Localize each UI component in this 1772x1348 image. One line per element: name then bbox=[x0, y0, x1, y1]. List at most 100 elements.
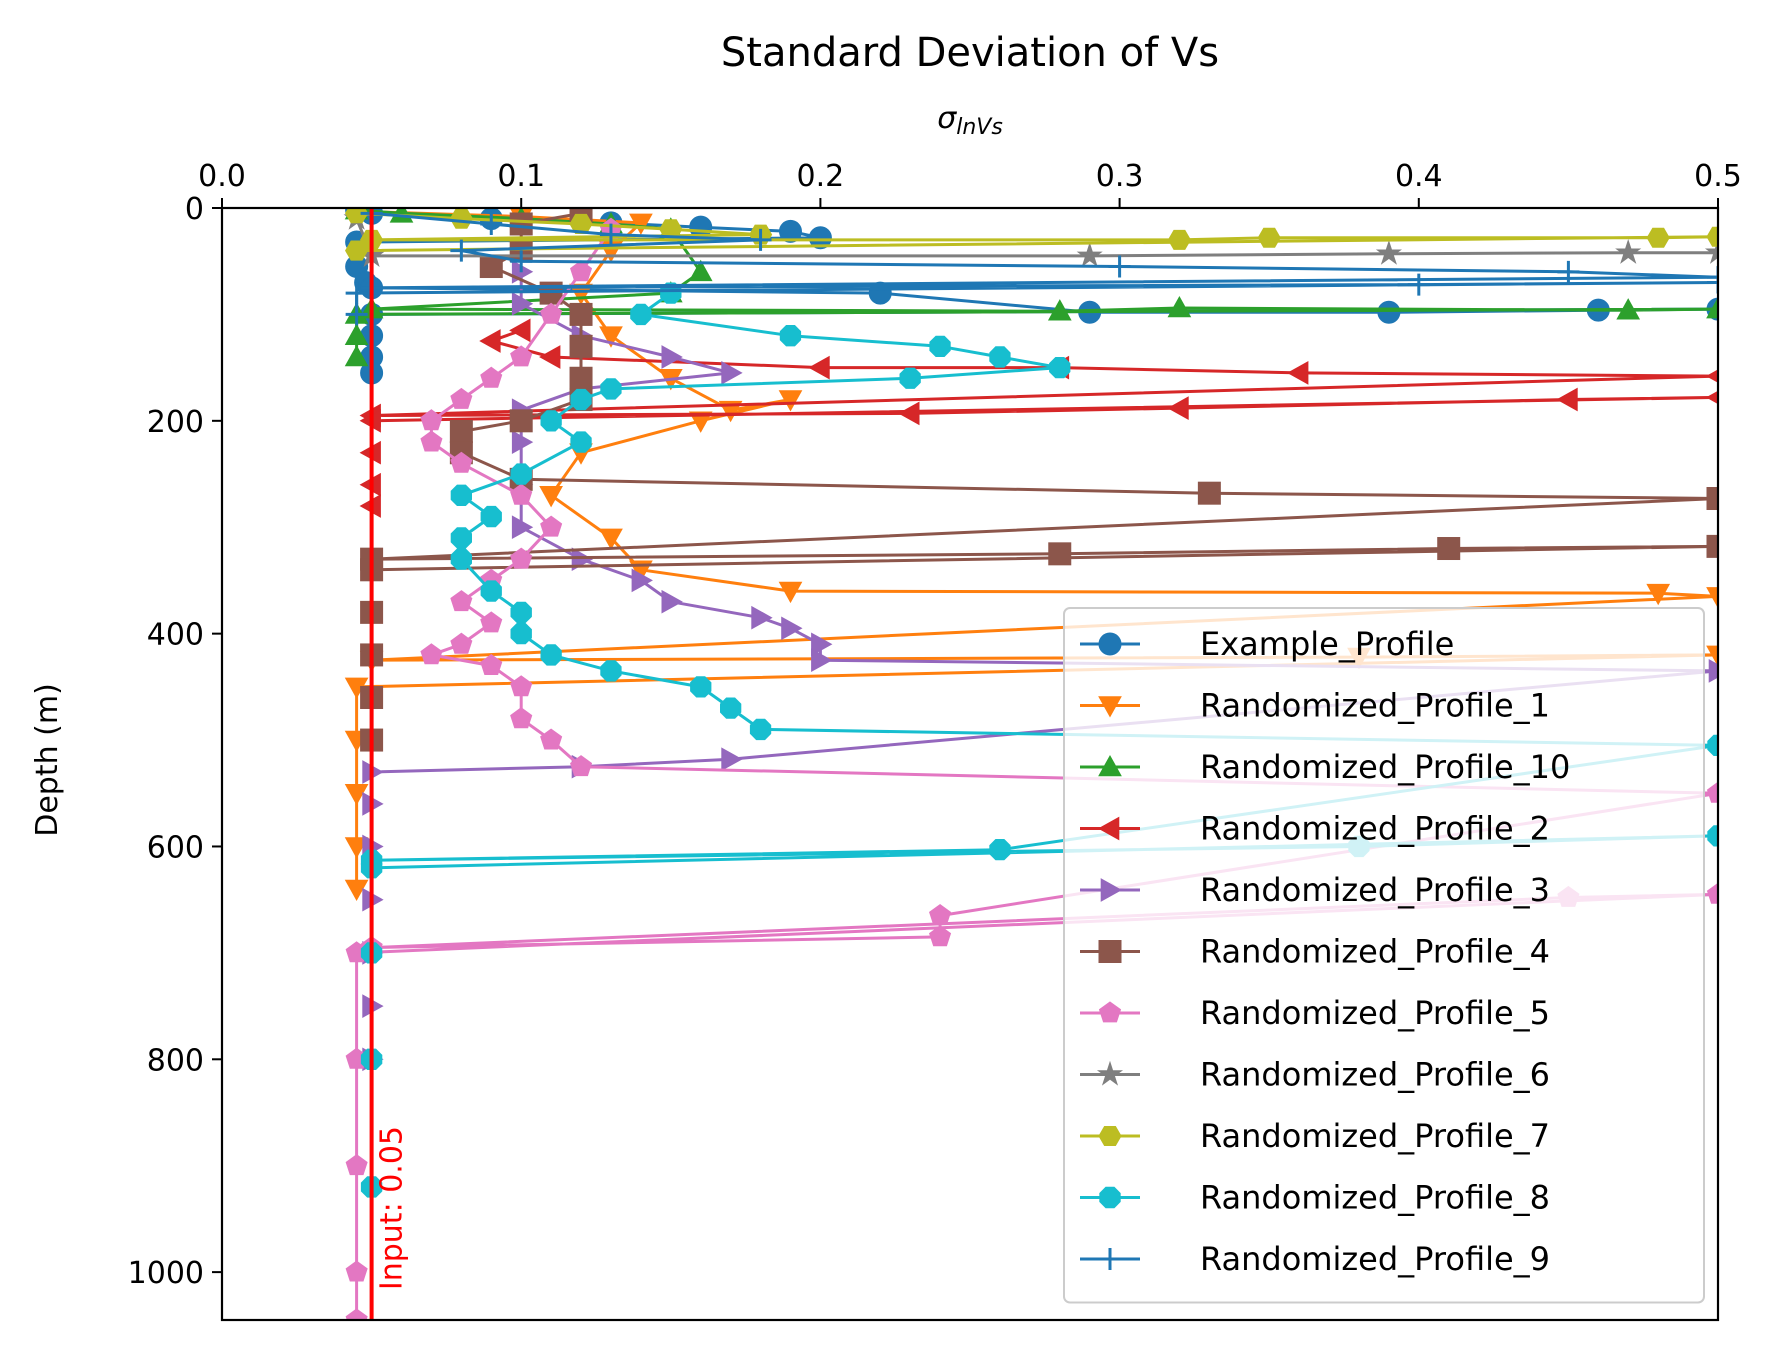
data-point bbox=[929, 925, 952, 947]
data-point bbox=[420, 643, 443, 665]
data-point bbox=[509, 318, 531, 343]
data-point bbox=[449, 208, 473, 229]
legend-label: Randomized_Profile_1 bbox=[1200, 687, 1550, 725]
data-point bbox=[929, 335, 951, 357]
data-point bbox=[1100, 878, 1123, 902]
data-point bbox=[1167, 229, 1191, 250]
y-tick-label: 800 bbox=[147, 1043, 204, 1078]
legend-item: Randomized_Profile_3 bbox=[1080, 871, 1550, 909]
data-point bbox=[811, 632, 833, 657]
data-point bbox=[661, 345, 683, 369]
data-point bbox=[1616, 298, 1641, 320]
y-tick-label: 0 bbox=[185, 192, 204, 227]
x-tick-label: 0.0 bbox=[198, 159, 246, 194]
data-point bbox=[989, 346, 1011, 368]
data-point bbox=[539, 486, 563, 508]
data-point bbox=[659, 219, 683, 240]
y-ticks: 0 200 400 600 800 1000 bbox=[128, 192, 222, 1291]
data-point bbox=[345, 303, 368, 326]
data-point bbox=[510, 601, 532, 623]
reference-line-label: Input: 0.05 bbox=[375, 1126, 410, 1290]
data-point bbox=[688, 259, 713, 282]
data-point bbox=[1615, 238, 1642, 264]
data-point bbox=[510, 623, 532, 645]
data-point bbox=[1098, 632, 1122, 656]
data-point bbox=[569, 334, 593, 358]
x-tick-label: 0.3 bbox=[1096, 159, 1144, 194]
x-axis-label-subscript: lnVs bbox=[956, 115, 1003, 140]
data-point bbox=[1108, 255, 1131, 278]
data-point bbox=[1257, 227, 1281, 248]
data-point bbox=[540, 410, 562, 432]
data-point bbox=[1707, 825, 1718, 847]
legend-label: Randomized_Profile_4 bbox=[1200, 933, 1550, 971]
data-point bbox=[344, 837, 369, 859]
data-point bbox=[570, 755, 593, 777]
x-ticks: 0.0 0.1 0.2 0.3 0.4 0.5 bbox=[198, 159, 1742, 208]
data-point bbox=[570, 260, 593, 282]
data-point bbox=[480, 212, 503, 235]
data-point bbox=[631, 568, 653, 593]
x-tick-label: 0.2 bbox=[797, 159, 845, 194]
chart-title: Standard Deviation of Vs bbox=[721, 30, 1219, 76]
data-point bbox=[778, 581, 803, 604]
data-point bbox=[1098, 1001, 1122, 1023]
data-point bbox=[721, 361, 743, 385]
data-point bbox=[540, 302, 563, 324]
y-axis-label: Depth (m) bbox=[30, 683, 65, 837]
legend-item: Randomized_Profile_9 bbox=[1080, 1240, 1550, 1278]
series-randomized-profile-8 bbox=[360, 282, 1718, 1198]
data-point bbox=[569, 302, 593, 326]
data-point bbox=[1707, 734, 1718, 756]
data-point bbox=[1076, 242, 1103, 268]
data-point bbox=[479, 255, 503, 279]
data-point bbox=[1197, 481, 1221, 505]
legend-item: Randomized_Profile_7 bbox=[1080, 1117, 1550, 1155]
data-point bbox=[480, 611, 503, 633]
data-point bbox=[509, 409, 533, 433]
legend-label: Example_Profile bbox=[1200, 625, 1454, 663]
data-point bbox=[1706, 297, 1718, 319]
legend-item: Randomized_Profile_10 bbox=[1080, 748, 1570, 786]
data-point bbox=[721, 747, 743, 772]
legend-item: Randomized_Profile_4 bbox=[1080, 933, 1550, 971]
data-point bbox=[420, 430, 443, 452]
data-point bbox=[1706, 226, 1718, 247]
data-point bbox=[808, 226, 832, 250]
legend-label: Randomized_Profile_7 bbox=[1200, 1117, 1550, 1155]
data-point bbox=[1167, 396, 1189, 420]
data-point bbox=[450, 387, 473, 409]
data-point bbox=[1096, 1060, 1124, 1086]
data-point bbox=[509, 212, 533, 236]
data-point bbox=[1098, 940, 1122, 963]
data-point bbox=[898, 401, 920, 426]
data-point bbox=[540, 728, 563, 750]
data-point bbox=[1049, 357, 1071, 379]
data-point bbox=[1099, 1186, 1121, 1209]
data-point bbox=[808, 355, 830, 380]
data-point bbox=[345, 240, 369, 261]
data-point bbox=[629, 213, 653, 235]
data-point bbox=[344, 323, 369, 345]
legend-item: Randomized_Profile_8 bbox=[1080, 1179, 1550, 1217]
x-tick-label: 0.5 bbox=[1694, 159, 1742, 194]
data-point bbox=[480, 580, 502, 602]
data-point bbox=[899, 367, 921, 389]
legend-label: Randomized_Profile_3 bbox=[1200, 871, 1550, 909]
data-point bbox=[1407, 273, 1430, 296]
data-point bbox=[480, 505, 502, 528]
legend-item: Randomized_Profile_1 bbox=[1080, 687, 1550, 725]
data-point bbox=[720, 697, 742, 719]
legend-box bbox=[1063, 607, 1705, 1304]
series-line bbox=[355, 211, 1718, 315]
data-point bbox=[1646, 227, 1670, 248]
data-point bbox=[510, 250, 533, 273]
data-point bbox=[1098, 1126, 1122, 1146]
legend-label: Randomized_Profile_2 bbox=[1200, 810, 1550, 848]
data-point bbox=[510, 463, 532, 485]
series-randomized-profile-9 bbox=[345, 208, 1718, 326]
y-tick-label: 1000 bbox=[128, 1256, 204, 1291]
data-point bbox=[511, 291, 534, 316]
data-point bbox=[1706, 587, 1718, 609]
